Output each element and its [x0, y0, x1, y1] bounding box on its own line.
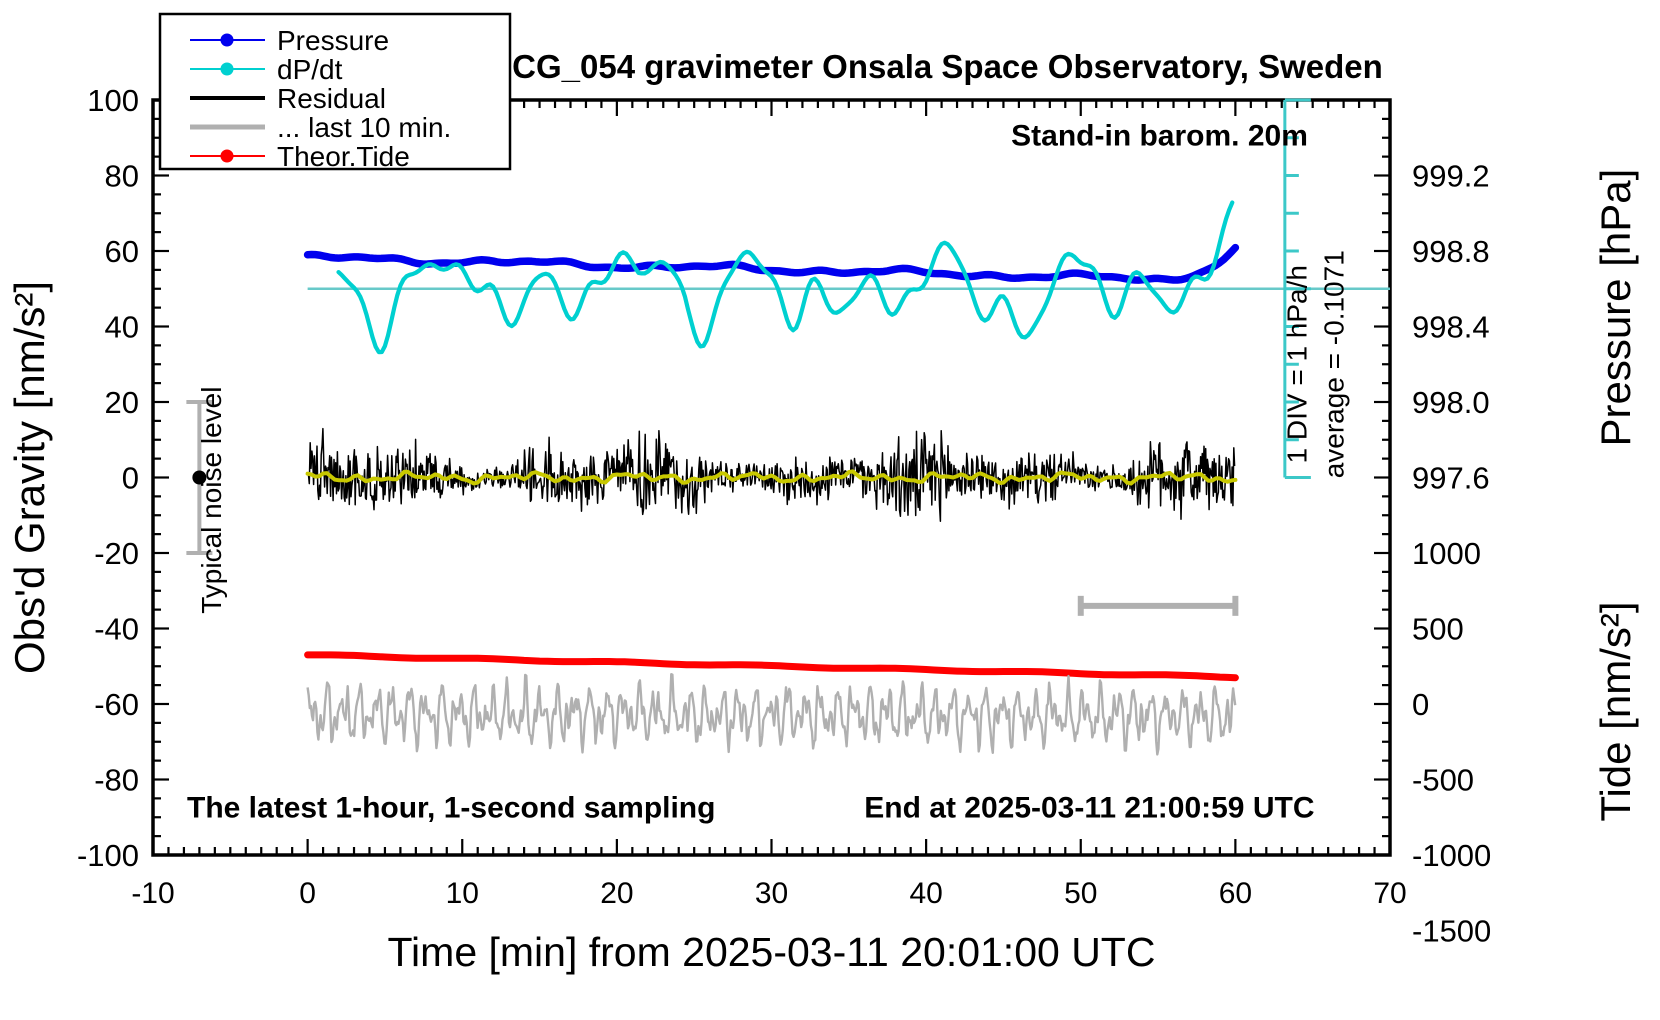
y-tick-label: 0 — [122, 461, 139, 496]
legend-label-3: ... last 10 min. — [277, 112, 451, 143]
dpdt-line — [336, 200, 1235, 355]
y-tick-label: -60 — [94, 687, 139, 722]
y-tick-label: 100 — [87, 83, 139, 118]
x-tick-label: 50 — [1064, 877, 1097, 910]
y-tick-label: 20 — [105, 385, 139, 420]
y-tick-label: -80 — [94, 763, 139, 798]
x-tick-label: 70 — [1373, 877, 1406, 910]
pressure-tick-label: 998.0 — [1412, 385, 1490, 420]
x-axis-label: Time [min] from 2025-03-11 20:01:00 UTC — [388, 929, 1156, 975]
pressure-axis-label: Pressure [hPa] — [1592, 169, 1639, 447]
x-tick-label: 40 — [909, 877, 942, 910]
legend-label-1: dP/dt — [277, 54, 343, 85]
noise-errorbar-dot — [192, 470, 207, 485]
pressure-line — [303, 243, 1240, 284]
x-tick-label: 20 — [600, 877, 633, 910]
chart-title: SCG_054 gravimeter Onsala Space Observat… — [490, 48, 1383, 85]
div-scale: 1 DIV = 1 hPa/h — [1282, 265, 1313, 463]
x-tick-label: 30 — [755, 877, 788, 910]
last10-grey-trace — [306, 673, 1237, 756]
tide-tick-label: -1000 — [1412, 838, 1491, 873]
y-tick-label: -100 — [77, 838, 139, 873]
standin-barom: Stand-in barom. 20m — [1011, 119, 1308, 152]
sampling-note: The latest 1-hour, 1-second sampling — [187, 791, 715, 824]
legend-label-2: Residual — [277, 83, 386, 114]
y-tick-label: 40 — [105, 310, 139, 345]
x-tick-label: 10 — [446, 877, 479, 910]
legend-label-4: Theor.Tide — [277, 141, 410, 172]
pressure-tick-label: 997.6 — [1412, 461, 1490, 496]
theor-tide-line — [304, 651, 1239, 682]
legend-marker — [220, 149, 234, 163]
y-tick-label: 80 — [105, 159, 139, 194]
pressure-tick-label: 998.4 — [1412, 310, 1490, 345]
y-tick-label: -40 — [94, 612, 139, 647]
x-tick-label: -10 — [131, 877, 174, 910]
dpdt-average: average = -0.1071 — [1319, 250, 1350, 478]
tide-tick-label: 500 — [1412, 612, 1464, 647]
legend-marker — [220, 62, 234, 76]
noise-level: Typical noise level — [196, 387, 227, 614]
x-tick-label: 60 — [1219, 877, 1252, 910]
x-tick-label: 0 — [299, 877, 316, 910]
y-tick-label: -20 — [94, 536, 139, 571]
y-tick-label: 60 — [105, 234, 139, 269]
residual-smoothed-line — [305, 469, 1238, 486]
y-axis-label: Obs'd Gravity [nm/s²] — [6, 281, 53, 674]
tide-tick-label: -500 — [1412, 763, 1474, 798]
tide-tick-label: 1000 — [1412, 536, 1481, 571]
tide-axis-label: Tide [nm/s²] — [1592, 601, 1639, 821]
tide-tick-label: 0 — [1412, 687, 1429, 722]
end-time: End at 2025-03-11 21:00:59 UTC — [864, 791, 1314, 824]
tide-tick-label: -1500 — [1412, 914, 1491, 949]
pressure-tick-label: 998.8 — [1412, 234, 1490, 269]
pressure-tick-label: 999.2 — [1412, 159, 1490, 194]
legend-label-0: Pressure — [277, 25, 389, 56]
legend-marker — [220, 33, 234, 47]
